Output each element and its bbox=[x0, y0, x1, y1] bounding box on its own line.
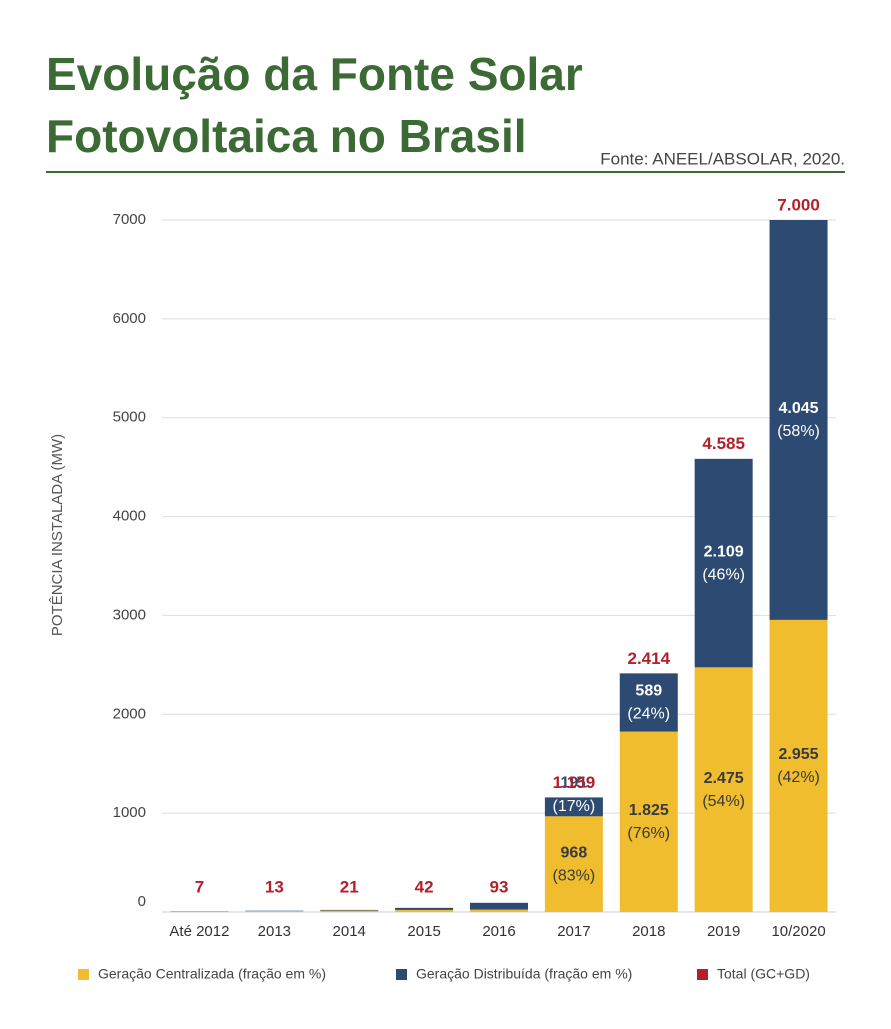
segment-label: 2.955 bbox=[779, 746, 819, 763]
legend-swatch bbox=[78, 969, 89, 980]
bar-segment bbox=[245, 911, 303, 912]
y-tick-label: 0 bbox=[138, 893, 146, 910]
share-label: (24%) bbox=[627, 706, 670, 723]
legend-label: Geração Distribuída (fração em %) bbox=[416, 966, 632, 982]
bar-segment bbox=[395, 908, 453, 910]
legend-label: Geração Centralizada (fração em %) bbox=[98, 966, 326, 982]
x-tick-label: 10/2020 bbox=[771, 923, 825, 940]
total-label: 7 bbox=[195, 877, 204, 896]
x-tick-label: 2016 bbox=[482, 923, 515, 940]
legend-swatch bbox=[697, 969, 708, 980]
x-tick-label: Até 2012 bbox=[169, 923, 229, 940]
segment-label: 2.475 bbox=[704, 770, 744, 787]
x-tick-label: 2014 bbox=[333, 923, 366, 940]
legend-label: Total (GC+GD) bbox=[717, 966, 810, 982]
share-label: (17%) bbox=[553, 798, 596, 815]
y-tick-label: 3000 bbox=[113, 606, 146, 623]
share-label: (58%) bbox=[777, 423, 820, 440]
share-label: (42%) bbox=[777, 769, 820, 786]
total-label: 93 bbox=[490, 877, 509, 896]
chart-source: Fonte: ANEEL/ABSOLAR, 2020. bbox=[600, 149, 845, 168]
x-tick-label: 2018 bbox=[632, 923, 665, 940]
bar-segment bbox=[395, 910, 453, 912]
bar-segment bbox=[770, 620, 828, 912]
share-label: (83%) bbox=[553, 867, 596, 884]
segment-label: 2.109 bbox=[704, 543, 744, 560]
y-axis-label: POTÊNCIA INSTALADA (MW) bbox=[49, 434, 66, 636]
bar-segment bbox=[695, 667, 753, 912]
x-tick-label: 2017 bbox=[557, 923, 590, 940]
total-label: 7.000 bbox=[777, 195, 820, 214]
share-label: (54%) bbox=[702, 793, 745, 810]
x-tick-label: 2013 bbox=[258, 923, 291, 940]
total-label: 42 bbox=[415, 877, 434, 896]
total-label: 2.414 bbox=[628, 649, 671, 668]
chart-title: Fotovoltaica no Brasil bbox=[46, 110, 527, 162]
total-label: 13 bbox=[265, 877, 284, 896]
bar-segment bbox=[320, 910, 378, 911]
bar-segment bbox=[695, 459, 753, 667]
y-tick-label: 6000 bbox=[113, 310, 146, 327]
y-tick-label: 2000 bbox=[113, 705, 146, 722]
segment-label: 968 bbox=[561, 844, 588, 861]
y-tick-label: 4000 bbox=[113, 508, 146, 525]
bar-segment bbox=[545, 816, 603, 912]
total-label: 21 bbox=[340, 877, 359, 896]
legend-swatch bbox=[396, 969, 407, 980]
total-label: 4.585 bbox=[702, 434, 745, 453]
total-label: 1.159 bbox=[553, 773, 596, 792]
bar-segment bbox=[770, 220, 828, 620]
bar-segment bbox=[470, 910, 528, 912]
segment-label: 1.825 bbox=[629, 802, 669, 819]
y-tick-label: 1000 bbox=[113, 804, 146, 821]
y-tick-label: 7000 bbox=[113, 211, 146, 228]
x-tick-label: 2015 bbox=[407, 923, 440, 940]
share-label: (46%) bbox=[702, 566, 745, 583]
bar-segment bbox=[470, 903, 528, 910]
bar-segment bbox=[320, 911, 378, 912]
bar-segment bbox=[620, 732, 678, 912]
y-tick-label: 5000 bbox=[113, 409, 146, 426]
share-label: (76%) bbox=[627, 825, 670, 842]
chart-title: Evolução da Fonte Solar bbox=[46, 48, 583, 100]
segment-label: 4.045 bbox=[779, 400, 819, 417]
segment-label: 589 bbox=[635, 683, 662, 700]
x-tick-label: 2019 bbox=[707, 923, 740, 940]
